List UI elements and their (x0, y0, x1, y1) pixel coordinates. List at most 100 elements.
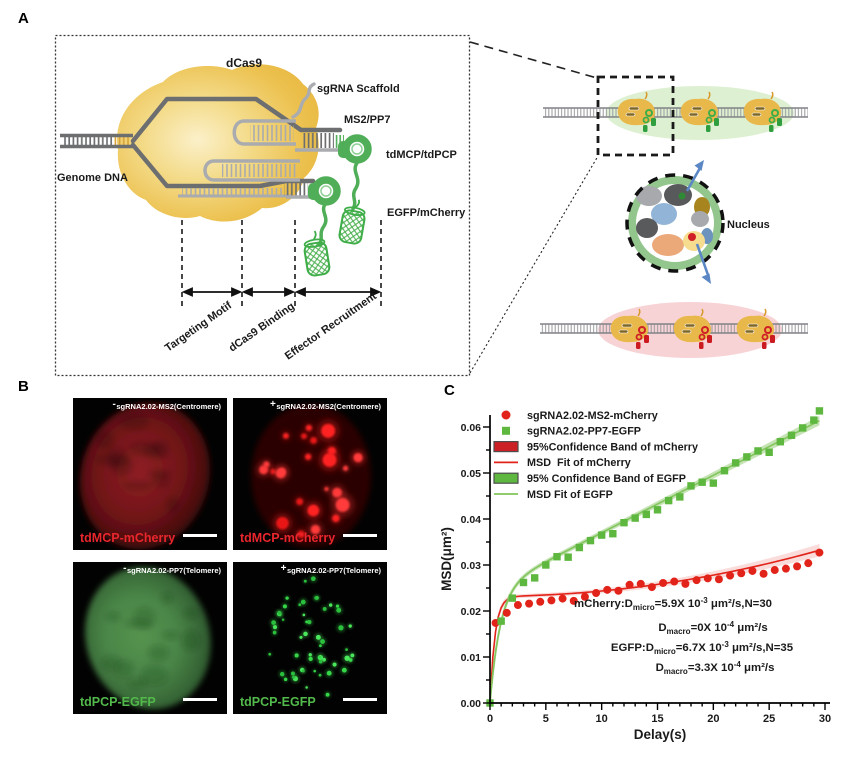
diffusion-annotation: EGFP:Dmicro=6.7X 10-3 μm²/s,N=35 (611, 640, 794, 656)
plus-sign: + (270, 399, 276, 410)
red-locus-dot (688, 233, 696, 241)
ms2-duplex-upper (295, 133, 344, 152)
legend-square-green-icon (502, 426, 510, 435)
nucleus-label: Nucleus (727, 219, 770, 231)
sgrna-hairpin-upper (232, 119, 296, 146)
fluorophore-tag: tdPCP-EGFP (240, 695, 316, 709)
x-tick-label: 0 (487, 713, 493, 725)
dcas9-complexes-red (610, 308, 775, 349)
x-axis-title: Delay(s) (634, 727, 687, 742)
legend-item: sgRNA2.02-MS2-mCherry (501, 410, 658, 422)
dcas9-label: dCas9 (226, 56, 262, 70)
micrograph-image-diffuse-green (73, 562, 227, 714)
y-tick-label: 0.05 (461, 468, 482, 480)
legend-label: MSD Fit of mCherry (527, 457, 631, 469)
msd-chart: 0.00 0.01 0.02 0.03 0.04 0.05 0.06 0 5 10 15 20 25 30… (440, 407, 831, 742)
micrograph-condition-label: +sgRNA2.02-MS2(Centromere) (270, 399, 381, 411)
region-dashed-lines (181, 220, 382, 308)
sgrna-strand-under (178, 188, 292, 198)
mcherry-barrel-icon (303, 230, 331, 277)
legend-label: 95%Confidence Band of mCherry (527, 441, 698, 453)
fluorophore-tag: tdPCP-EGFP (80, 695, 156, 709)
series-points-0 (491, 548, 824, 627)
sgrna-scaffold-squiggle (291, 82, 316, 119)
nucleus-arrows (685, 160, 711, 284)
targeting-motif-label: Targeting Motif (163, 299, 235, 354)
legend-item: MSD Fit of mCherry (494, 457, 631, 469)
genome-dna-label: Genome DNA (57, 172, 128, 184)
panel-a-label: A (18, 10, 29, 27)
micrograph-image-puncta-red (233, 398, 387, 550)
x-tick-label: 20 (707, 713, 719, 725)
y-tick-label: 0.04 (461, 514, 482, 526)
minus-sign: - (112, 399, 116, 410)
micrograph-plus-ms2-centromere: +sgRNA2.02-MS2(Centromere) tdMCP-mCherry (233, 398, 387, 550)
tdpcp-ring-lower (308, 176, 341, 206)
legend-label: sgRNA2.02-PP7-EGFP (527, 426, 641, 438)
y-axis: 0.00 0.01 0.02 0.03 0.04 0.05 0.06 (461, 422, 490, 710)
effector-recruitment-label: Effector Recruitment (283, 290, 379, 362)
scale-bar (343, 698, 377, 701)
legend-label: MSD Fit of EGFP (527, 489, 613, 501)
y-tick-label: 0.03 (461, 560, 482, 572)
micrograph-condition-label: -sgRNA2.02-MS2(Centromere) (112, 399, 221, 411)
egfp-barrel-icon (338, 199, 366, 245)
x-tick-label: 30 (819, 713, 831, 725)
y-tick-label: 0.02 (461, 606, 482, 618)
legend-band-red-icon (493, 440, 519, 453)
legend-item: MSD Fit of EGFP (494, 489, 613, 501)
fluorophore-tag: tdMCP-mCherry (240, 531, 336, 545)
micrograph-condition-label: +sgRNA2.02-PP7(Telomere) (280, 563, 381, 575)
nucleus-illustration (625, 173, 725, 273)
ms2-pp7-label: MS2/PP7 (344, 114, 390, 126)
series-points-1 (486, 407, 824, 707)
x-tick-label: 10 (596, 713, 608, 725)
y-tick-label: 0.01 (461, 652, 482, 664)
micrograph-plus-pp7-telomere: +sgRNA2.02-PP7(Telomere) tdPCP-EGFP (233, 562, 387, 714)
legend-label: sgRNA2.02-MS2-mCherry (527, 410, 658, 422)
micrograph-minus-pp7-telomere: -sgRNA2.02-PP7(Telomere) tdPCP-EGFP (73, 562, 227, 714)
plus-sign: + (280, 563, 287, 574)
micrograph-condition-label: -sgRNA2.02-PP7(Telomere) (123, 563, 221, 575)
panel-b-label: B (18, 378, 29, 395)
panel-c-label: C (444, 382, 455, 399)
confidence-band-0 (490, 544, 820, 703)
panel-a-dotted-frame (54, 34, 471, 377)
fit-line-0 (489, 549, 820, 704)
x-axis: 0 5 10 15 20 25 30 (487, 703, 831, 725)
fluorophore-tag: tdMCP-mCherry (80, 531, 176, 545)
legend-item: 95% Confidence Band of EGFP (493, 472, 686, 485)
scale-bar (183, 698, 217, 701)
micrograph-minus-ms2-centromere: -sgRNA2.02-MS2(Centromere) tdMCP-mCherry (73, 398, 227, 550)
micrograph-image-puncta-green (233, 562, 387, 714)
egfp-mcherry-label: EGFP/mCherry (387, 207, 466, 219)
legend-band-green-icon (493, 472, 519, 484)
tdmcp-ring-upper (338, 134, 372, 164)
x-tick-label: 15 (651, 713, 663, 725)
panel-a-diagram: Targeting Motif dCas9 Binding Effector R… (54, 34, 808, 377)
zoom-connector-lines (469, 41, 599, 374)
diffusion-annotation: Dmacro=0X 10-4 μm²/s (658, 620, 767, 636)
x-tick-label: 25 (763, 713, 775, 725)
genome-dna-duplex (60, 133, 133, 149)
green-locus-dot (678, 192, 686, 200)
x-tick-label: 5 (543, 713, 549, 725)
zoom-box (596, 75, 675, 157)
legend-circle-red-icon (501, 410, 511, 420)
scale-bar (343, 534, 377, 537)
y-tick-label: 0.00 (461, 698, 482, 710)
minus-sign: - (123, 563, 127, 574)
diffusion-annotation: Dmacro=3.3X 10-4 μm²/s (656, 660, 775, 676)
sgrna-hairpin-lower (203, 159, 300, 182)
region-span-arrows (181, 287, 382, 297)
sgrna-scaffold-label: sgRNA Scaffold (317, 83, 400, 95)
legend-item: sgRNA2.02-PP7-EGFP (502, 426, 641, 438)
legend-label: 95% Confidence Band of EGFP (527, 473, 686, 485)
tdmcp-tdpcp-label: tdMCP/tdPCP (386, 149, 457, 161)
micrograph-image-diffuse-red (73, 398, 227, 550)
y-tick-label: 0.06 (461, 422, 482, 434)
diffusion-annotation: mCherry:Dmicro=5.9X 10-3 μm²/s,N=30 (574, 596, 772, 612)
y-axis-title: MSD(μm²) (440, 527, 454, 591)
scale-bar (183, 534, 217, 537)
